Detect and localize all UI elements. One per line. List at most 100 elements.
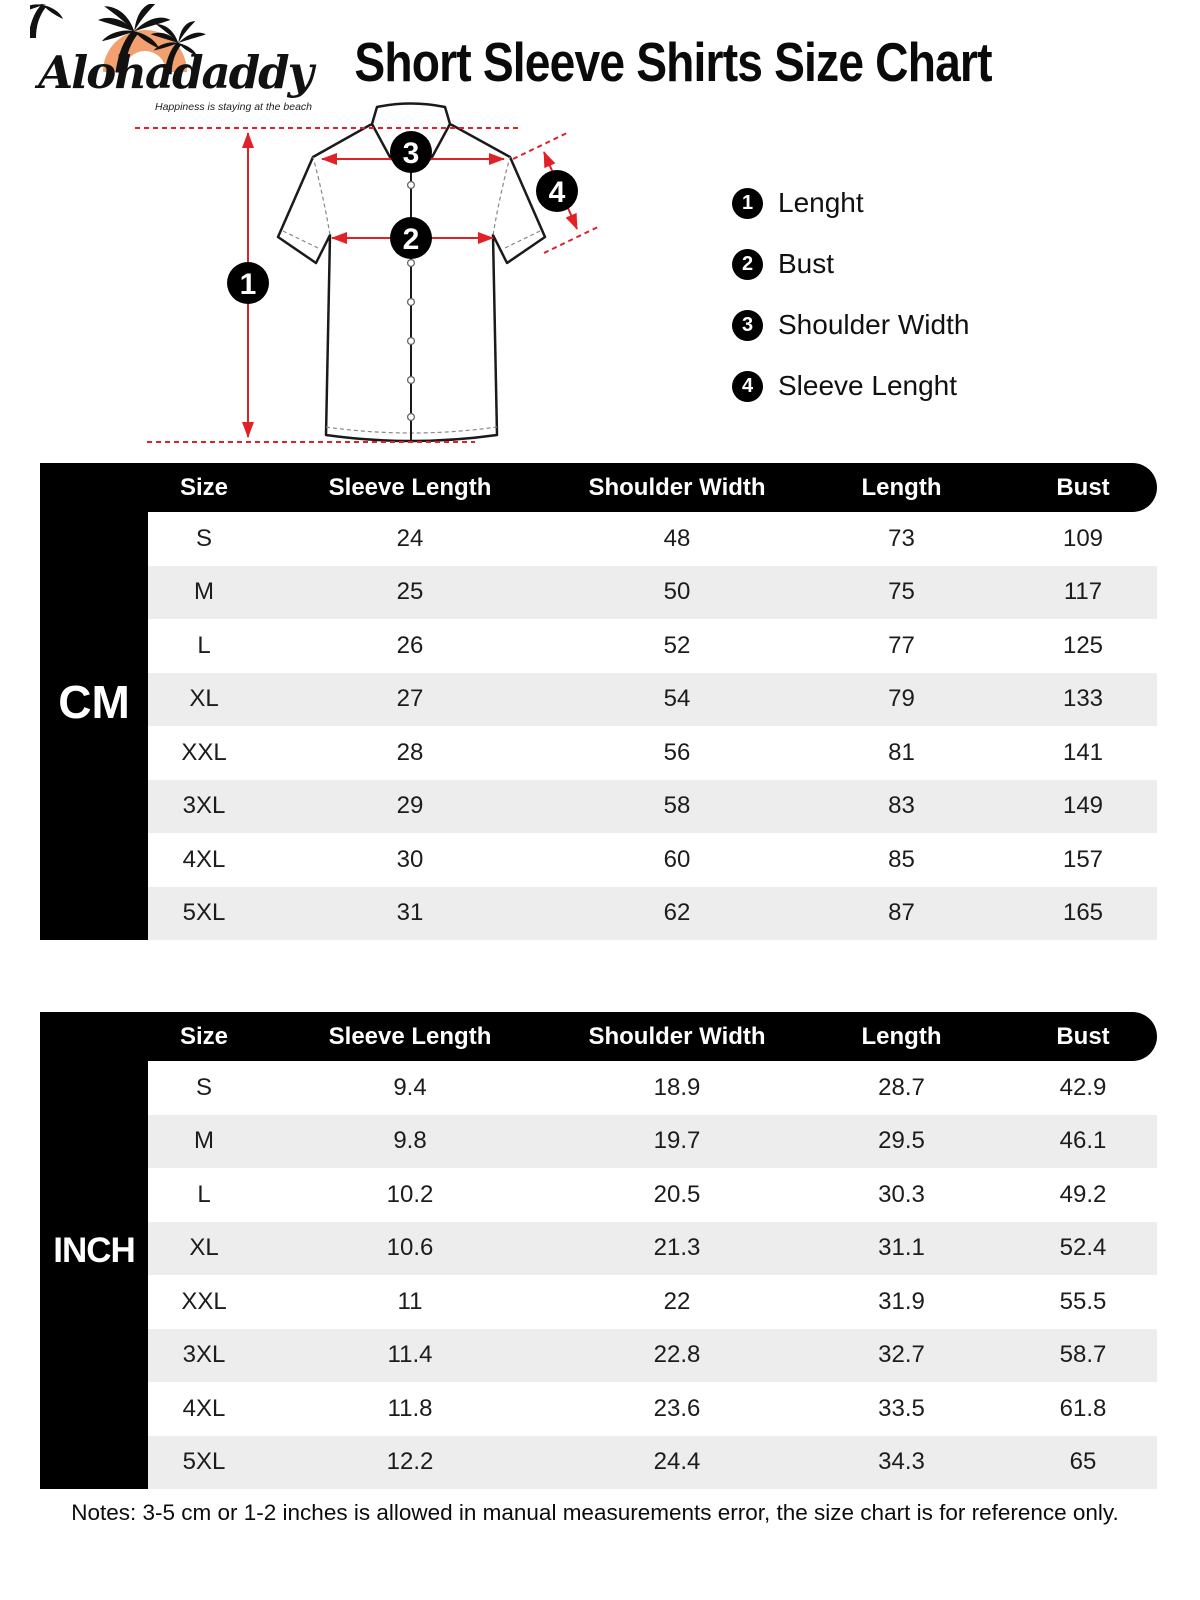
table-cell: 26	[396, 631, 424, 659]
table-cell: 9.8	[393, 1127, 427, 1155]
callout-number-length: 1	[240, 268, 257, 301]
column-header-length: Length	[861, 473, 942, 501]
legend-number-badge: 3	[732, 309, 763, 341]
table-cell: 65	[1069, 1448, 1097, 1476]
column-header-bust: Bust	[1056, 1022, 1110, 1050]
table-cell: 73	[888, 524, 915, 552]
table-header-row: Size Sleeve Length Shoulder Width Length…	[148, 463, 1157, 512]
table-cell: XL	[189, 1234, 219, 1262]
table-cell: 4XL	[182, 1394, 226, 1422]
legend-label: Bust	[778, 248, 835, 279]
table-cell: S	[195, 1073, 212, 1101]
table-cell: 31.1	[878, 1234, 925, 1262]
table-cell: 165	[1062, 899, 1104, 927]
callout-number-sleeve: 4	[549, 176, 566, 209]
brand-name: Alohadaddy	[38, 46, 314, 99]
table-row: 3XL 29 58 83 149	[148, 779, 1157, 833]
table-cell: 18.9	[653, 1073, 701, 1101]
size-table-inch: INCH Size Sleeve Length Shoulder Width L…	[40, 1012, 1157, 1489]
table-cell: 29.5	[878, 1127, 925, 1155]
table-cell: 28.7	[878, 1073, 925, 1101]
table-cell: 28	[396, 738, 424, 766]
table-row: L 10.2 20.5 30.3 49.2	[148, 1168, 1157, 1222]
shirt-measurement-diagram: 1 2 3 4	[135, 102, 600, 443]
table-cell: 5XL	[182, 899, 226, 927]
legend-item-length: 1 Lenght	[732, 186, 969, 220]
table-cell: 30	[396, 845, 424, 873]
brand-logo: Alohadaddy Happiness is staying at the b…	[30, 4, 320, 122]
table-row: XXL 28 56 81 141	[148, 726, 1157, 780]
table-cell: 3XL	[182, 792, 226, 820]
table-cell: 22.8	[653, 1341, 701, 1369]
page-title: Short Sleeve Shirts Size Chart	[354, 31, 992, 93]
table-main: Size Sleeve Length Shoulder Width Length…	[148, 463, 1157, 940]
table-cell: 10.6	[386, 1234, 434, 1262]
notes-text: Notes: 3-5 cm or 1-2 inches is allowed i…	[71, 1500, 1119, 1525]
legend-item-sleeve-length: 4 Sleeve Lenght	[732, 369, 969, 403]
table-row: XXL 11 22 31.9 55.5	[148, 1275, 1157, 1329]
table-cell: 21.3	[653, 1234, 701, 1262]
table-cell: 33.5	[878, 1394, 925, 1422]
table-cell: 49.2	[1059, 1180, 1107, 1208]
table-cell: 62	[663, 899, 691, 927]
table-cell: 12.2	[386, 1448, 434, 1476]
table-row: 3XL 11.4 22.8 32.7 58.7	[148, 1328, 1157, 1382]
table-cell: 75	[888, 578, 915, 606]
callout-number-shoulder: 3	[403, 137, 420, 170]
table-cell: 29	[396, 792, 424, 820]
table-cell: 5XL	[182, 1448, 226, 1476]
table-cell: 23.6	[653, 1394, 701, 1422]
table-cell: 52	[663, 631, 691, 659]
sleeve-guide-top-dashed-line	[512, 132, 568, 160]
legend-label: Shoulder Width	[778, 309, 970, 340]
table-cell: 24.4	[653, 1448, 701, 1476]
column-header-bust: Bust	[1056, 473, 1110, 501]
table-cell: 50	[663, 578, 691, 606]
table-cell: 117	[1063, 578, 1103, 606]
table-cell: 27	[396, 685, 424, 713]
table-cell: 11	[397, 1287, 423, 1315]
table-body-inch: S 9.4 18.9 28.7 42.9 M 9.8 19.7 29.5 46.1 L 10.2 20.…	[148, 1061, 1157, 1489]
table-cell: 85	[888, 845, 915, 873]
column-header-sleeve-length: Sleeve Length	[328, 1022, 492, 1050]
table-row: 4XL 11.8 23.6 33.5 61.8	[148, 1382, 1157, 1436]
column-header-length: Length	[861, 1022, 942, 1050]
table-cell: XL	[189, 685, 219, 713]
table-cell: 125	[1062, 631, 1104, 659]
table-cell: 56	[663, 738, 691, 766]
table-cell: S	[195, 524, 212, 552]
table-header-row: Size Sleeve Length Shoulder Width Length…	[148, 1012, 1157, 1061]
table-cell: 77	[888, 631, 915, 659]
table-cell: XXL	[181, 738, 227, 766]
table-cell: 60	[663, 845, 691, 873]
table-cell: 58	[663, 792, 691, 820]
table-cell: 83	[888, 792, 915, 820]
table-row: S 9.4 18.9 28.7 42.9	[148, 1061, 1157, 1115]
legend-item-bust: 2 Bust	[732, 247, 969, 281]
table-cell: 79	[888, 685, 915, 713]
legend-label: Sleeve Lenght	[778, 370, 958, 401]
column-header-shoulder-width: Shoulder Width	[588, 1022, 766, 1050]
brand-tagline: Happiness is staying at the beach	[154, 101, 312, 113]
table-cell: 52.4	[1059, 1234, 1107, 1262]
table-cell: 20.5	[653, 1180, 701, 1208]
table-cell: 58.7	[1059, 1341, 1107, 1369]
diagram-callouts: 1 2 3 4	[227, 131, 578, 304]
unit-label-inch: INCH	[40, 1012, 148, 1489]
table-cell: 133	[1062, 685, 1104, 713]
table-cell: 141	[1062, 738, 1104, 766]
table-cell: XXL	[181, 1287, 227, 1315]
callout-number-bust: 2	[403, 223, 420, 256]
table-cell: 109	[1062, 524, 1104, 552]
size-table-cm: CM Size Sleeve Length Shoulder Width Len…	[40, 463, 1157, 940]
callout-circle-4	[536, 170, 578, 212]
table-cell: 30.3	[878, 1180, 925, 1208]
table-row: 5XL 31 62 87 165	[148, 886, 1157, 940]
table-cell: 31.9	[878, 1287, 925, 1315]
table-cell: 61.8	[1059, 1394, 1107, 1422]
table-cell: 87	[888, 899, 915, 927]
table-cell: 149	[1062, 792, 1104, 820]
table-cell: 48	[663, 524, 691, 552]
table-cell: L	[197, 631, 211, 659]
